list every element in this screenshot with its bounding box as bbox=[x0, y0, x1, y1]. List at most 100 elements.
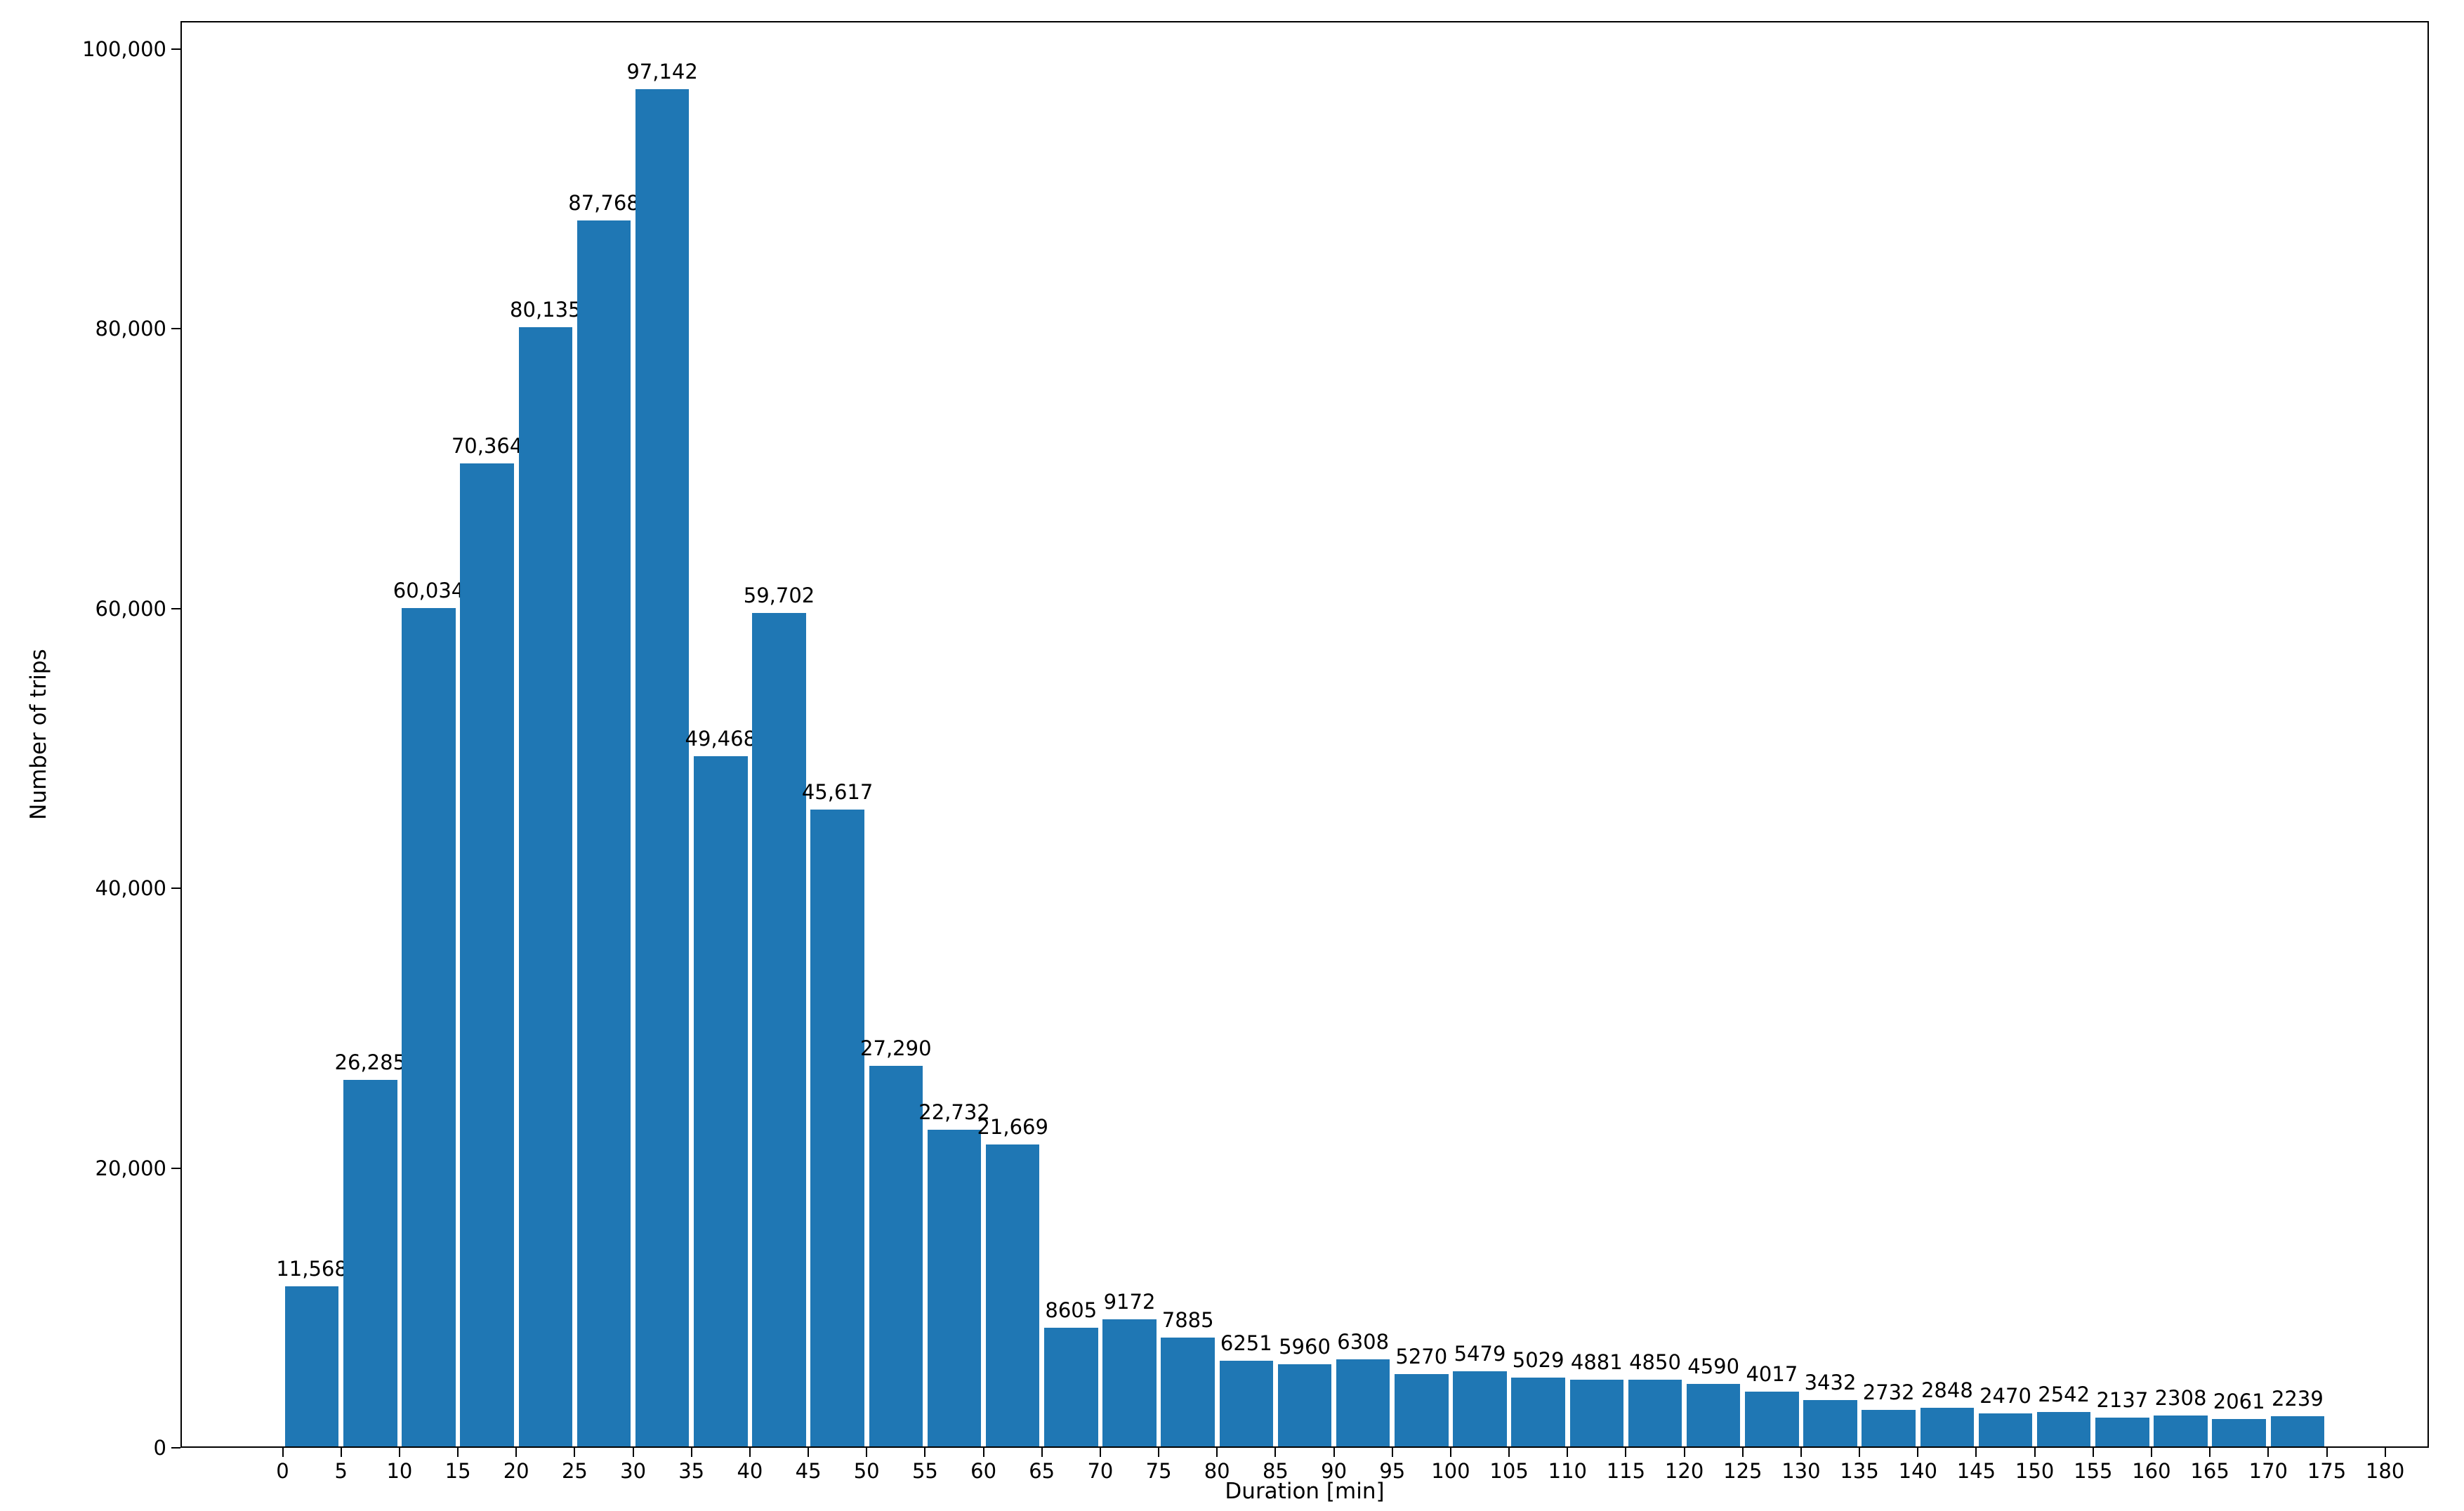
x-tick-mark bbox=[1216, 1448, 1218, 1457]
x-tick-mark bbox=[2384, 1448, 2386, 1457]
x-tick-label: 100 bbox=[1431, 1459, 1470, 1483]
x-tick-label: 180 bbox=[2365, 1459, 2405, 1483]
x-tick-label: 120 bbox=[1664, 1459, 1704, 1483]
bar-value-label: 8605 bbox=[1045, 1298, 1098, 1322]
x-tick-label: 95 bbox=[1379, 1459, 1406, 1483]
x-tick-mark bbox=[1158, 1448, 1160, 1457]
bar-value-label: 5960 bbox=[1279, 1335, 1331, 1359]
histogram-bar bbox=[2036, 1412, 2091, 1448]
x-tick-mark bbox=[1859, 1448, 1861, 1457]
bar-value-label: 2308 bbox=[2154, 1386, 2207, 1410]
y-tick-mark bbox=[171, 1167, 180, 1169]
axes-frame bbox=[180, 21, 2429, 1448]
bar-value-label: 6251 bbox=[1220, 1331, 1272, 1355]
x-tick-mark bbox=[1449, 1448, 1451, 1457]
x-tick-label: 80 bbox=[1204, 1459, 1230, 1483]
x-tick-label: 30 bbox=[620, 1459, 647, 1483]
histogram-bar bbox=[1453, 1371, 1507, 1448]
x-tick-label: 75 bbox=[1145, 1459, 1172, 1483]
bar-value-label: 80,135 bbox=[510, 297, 581, 322]
x-tick-label: 50 bbox=[853, 1459, 880, 1483]
x-tick-mark bbox=[1099, 1448, 1101, 1457]
x-tick-mark bbox=[866, 1448, 868, 1457]
y-axis-title: Number of trips bbox=[26, 649, 51, 820]
histogram-bar bbox=[1569, 1379, 1624, 1448]
x-tick-label: 40 bbox=[737, 1459, 763, 1483]
x-tick-label: 90 bbox=[1321, 1459, 1348, 1483]
x-tick-mark bbox=[2034, 1448, 2036, 1457]
x-tick-mark bbox=[2267, 1448, 2269, 1457]
x-tick-label: 170 bbox=[2248, 1459, 2288, 1483]
bar-value-label: 4017 bbox=[1746, 1362, 1798, 1386]
bar-value-label: 4590 bbox=[1687, 1354, 1740, 1378]
histogram-bar bbox=[2212, 1418, 2266, 1448]
y-tick-label: 40,000 bbox=[95, 876, 166, 901]
x-tick-label: 0 bbox=[276, 1459, 289, 1483]
bar-value-label: 27,290 bbox=[860, 1036, 932, 1061]
x-tick-label: 70 bbox=[1087, 1459, 1114, 1483]
bar-value-label: 60,034 bbox=[393, 579, 465, 602]
histogram-bar bbox=[577, 220, 631, 1448]
histogram-bar bbox=[1978, 1413, 2033, 1448]
bar-value-label: 22,732 bbox=[918, 1100, 990, 1125]
histogram-bar bbox=[1044, 1327, 1098, 1448]
x-tick-label: 165 bbox=[2190, 1459, 2229, 1483]
x-tick-label: 175 bbox=[2307, 1459, 2347, 1483]
bar-value-label: 26,285 bbox=[334, 1050, 407, 1075]
histogram-bar bbox=[1102, 1319, 1157, 1448]
x-tick-mark bbox=[690, 1448, 692, 1457]
x-tick-mark bbox=[282, 1448, 284, 1457]
bar-value-label: 97,142 bbox=[626, 59, 698, 84]
x-tick-label: 130 bbox=[1781, 1459, 1821, 1483]
histogram-bar bbox=[1511, 1377, 1565, 1448]
bar-value-label: 3432 bbox=[1804, 1370, 1857, 1394]
bar-value-label: 49,468 bbox=[685, 726, 757, 751]
x-tick-label: 115 bbox=[1606, 1459, 1646, 1483]
x-tick-label: 25 bbox=[561, 1459, 588, 1483]
histogram-bar bbox=[635, 88, 690, 1448]
x-tick-mark bbox=[2326, 1448, 2328, 1457]
histogram-bar bbox=[460, 463, 514, 1448]
x-tick-mark bbox=[2150, 1448, 2152, 1457]
bar-value-label: 87,768 bbox=[568, 190, 640, 215]
bar-value-label: 5479 bbox=[1454, 1341, 1506, 1366]
histogram-bar bbox=[1336, 1359, 1390, 1448]
histogram-bar bbox=[869, 1066, 923, 1448]
histogram-bar bbox=[1219, 1360, 1274, 1448]
histogram-bar bbox=[1628, 1380, 1682, 1448]
x-tick-mark bbox=[2092, 1448, 2094, 1457]
x-tick-label: 155 bbox=[2074, 1459, 2113, 1483]
bar-value-label: 9172 bbox=[1103, 1290, 1156, 1314]
x-tick-label: 160 bbox=[2132, 1459, 2171, 1483]
y-tick-label: 80,000 bbox=[95, 317, 166, 341]
x-tick-mark bbox=[1800, 1448, 1802, 1457]
x-tick-mark bbox=[1975, 1448, 1977, 1457]
x-tick-mark bbox=[1391, 1448, 1393, 1457]
x-tick-mark bbox=[574, 1448, 576, 1457]
x-tick-label: 10 bbox=[386, 1459, 413, 1483]
histogram-bar bbox=[1745, 1392, 1799, 1448]
x-tick-label: 35 bbox=[678, 1459, 705, 1483]
x-tick-mark bbox=[340, 1448, 342, 1457]
y-tick-label: 100,000 bbox=[82, 37, 166, 61]
x-tick-label: 135 bbox=[1840, 1459, 1879, 1483]
y-tick-mark bbox=[171, 328, 180, 330]
histogram-bar bbox=[810, 810, 864, 1448]
histogram-bar bbox=[2154, 1416, 2208, 1448]
histogram-bar bbox=[1277, 1364, 1332, 1448]
x-tick-label: 145 bbox=[1956, 1459, 1996, 1483]
x-tick-label: 60 bbox=[970, 1459, 997, 1483]
bar-value-label: 6308 bbox=[1337, 1330, 1390, 1354]
bar-value-label: 4850 bbox=[1629, 1350, 1681, 1375]
histogram-bar bbox=[518, 326, 572, 1448]
x-tick-label: 20 bbox=[503, 1459, 529, 1483]
y-tick-mark bbox=[171, 48, 180, 50]
x-tick-label: 45 bbox=[795, 1459, 822, 1483]
histogram-bar bbox=[985, 1144, 1040, 1448]
x-tick-label: 55 bbox=[911, 1459, 938, 1483]
bar-value-label: 2542 bbox=[2038, 1383, 2090, 1407]
x-tick-mark bbox=[632, 1448, 634, 1457]
y-tick-mark bbox=[171, 607, 180, 609]
y-tick-label: 20,000 bbox=[95, 1156, 166, 1180]
